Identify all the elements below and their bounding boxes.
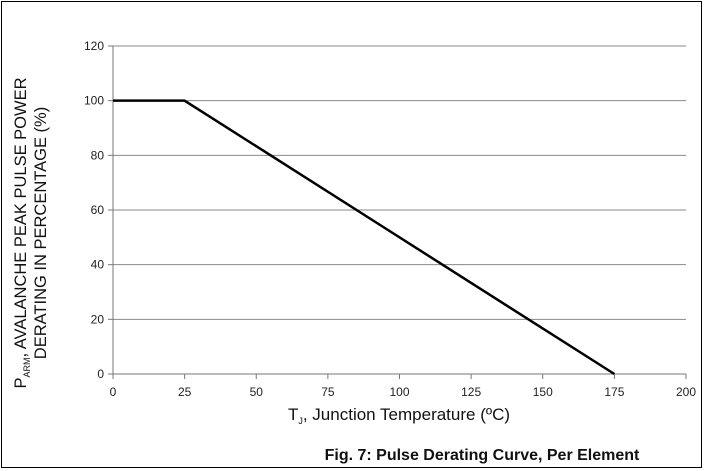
y-tick-label-100: 100 — [84, 94, 104, 108]
x-axis-title: TJ, Junction Temperature (ºC) — [288, 405, 510, 426]
y-tick-label-0: 0 — [97, 367, 104, 381]
y-tick-labels: 0 20 40 60 80 100 120 — [84, 39, 104, 381]
x-tick-label-200: 200 — [676, 385, 696, 399]
figure-caption: Fig. 7: Pulse Derating Curve, Per Elemen… — [325, 447, 640, 464]
y-tick-label-40: 40 — [91, 258, 105, 272]
x-tick-label-175: 175 — [604, 385, 624, 399]
y-tick-label-20: 20 — [91, 312, 105, 326]
x-tick-label-50: 50 — [250, 385, 264, 399]
x-tick-label-0: 0 — [110, 385, 117, 399]
y-tick-label-60: 60 — [91, 203, 105, 217]
series-layer — [112, 99, 616, 376]
x-tick-label-100: 100 — [389, 385, 409, 399]
x-tick-label-125: 125 — [461, 385, 481, 399]
y-tick-label-120: 120 — [84, 39, 104, 53]
grid-lines — [113, 45, 686, 320]
x-tick-label-75: 75 — [321, 385, 335, 399]
x-tick-label-25: 25 — [178, 385, 192, 399]
x-tick-label-150: 150 — [533, 385, 553, 399]
y-tick-label-80: 80 — [91, 148, 105, 162]
axes — [108, 45, 687, 379]
y-axis-title-line1: PARM, AVALANCHE PEAK PULSE POWER — [12, 77, 32, 388]
x-tick-labels: 0 25 50 75 100 125 150 175 200 — [110, 385, 697, 399]
series-line-0 — [113, 99, 616, 376]
y-axis-title-line2: DERATING IN PERCENTAGE (%) — [32, 107, 50, 359]
